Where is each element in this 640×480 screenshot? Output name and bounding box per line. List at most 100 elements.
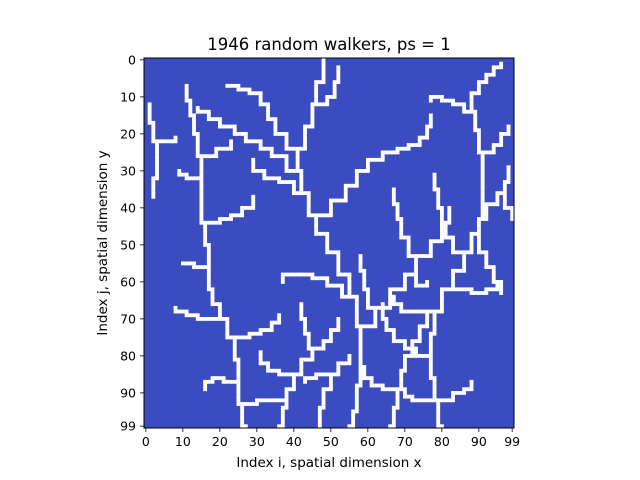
occupied-cell [354,320,359,325]
occupied-cell [388,387,393,392]
occupied-cell [284,405,289,410]
occupied-cell [258,139,263,144]
occupied-cell [203,220,208,225]
occupied-cell [203,379,208,384]
occupied-cell [469,231,474,236]
occupied-cell [480,165,485,170]
occupied-cell [391,294,396,299]
occupied-cell [314,372,319,377]
occupied-cell [391,287,396,292]
occupied-cell [417,309,422,314]
occupied-cell [499,283,504,288]
occupied-cell [414,257,418,262]
occupied-cell [366,302,370,307]
occupied-cell [451,394,455,399]
occupied-cell [218,309,222,314]
occupied-cell [373,383,378,388]
occupied-cell [484,206,489,210]
occupied-cell [155,161,159,166]
occupied-cell [255,139,259,144]
occupied-cell [203,231,208,236]
occupied-cell [336,80,341,85]
occupied-cell [310,113,315,118]
occupied-cell [303,379,307,384]
occupied-cell [321,102,326,107]
x-tick-label: 60 [360,434,376,449]
occupied-cell [428,342,433,347]
occupied-cell [440,287,444,292]
occupied-cell [436,424,441,429]
occupied-cell [321,61,326,66]
occupied-cell [195,143,200,147]
occupied-cell [317,416,322,421]
occupied-cell [181,309,185,314]
occupied-cell [229,146,233,151]
occupied-cell [440,220,444,225]
occupied-cell [243,402,248,406]
occupied-cell [314,224,319,229]
occupied-cell [406,254,411,258]
occupied-cell [477,83,481,88]
occupied-cell [314,83,319,88]
occupied-cell [469,250,474,255]
occupied-cell [443,98,448,103]
occupied-cell [399,372,404,377]
occupied-cell [277,180,282,184]
occupied-cell [225,328,230,332]
occupied-cell [447,206,452,210]
occupied-cell [395,402,400,406]
occupied-cell [280,132,285,136]
occupied-cell [266,328,270,332]
occupied-cell [384,317,389,321]
occupied-cell [251,169,256,173]
occupied-cell [269,368,274,373]
occupied-cell [391,198,396,203]
occupied-cell [243,424,248,429]
occupied-cell [358,361,363,366]
occupied-cell [347,424,352,429]
occupied-cell [391,187,396,192]
occupied-cell [484,202,489,207]
occupied-cell [484,261,489,266]
occupied-cell [303,135,307,140]
occupied-cell [206,154,211,159]
occupied-cell [310,376,315,381]
y-tick-label: 40 [120,200,136,215]
occupied-cell [236,402,241,406]
occupied-cell [269,398,274,403]
occupied-cell [454,268,459,273]
occupied-cell [473,117,478,122]
occupied-cell [306,206,311,210]
occupied-cell [155,154,159,159]
occupied-cell [388,291,393,295]
occupied-cell [295,165,300,170]
occupied-cell [451,246,455,251]
occupied-cell [432,331,437,336]
occupied-cell [310,109,315,114]
occupied-cell [440,309,444,314]
occupied-cell [477,132,481,136]
occupied-cell [251,331,256,336]
occupied-cell [366,294,370,299]
occupied-cell [491,72,496,77]
occupied-cell [329,198,333,203]
occupied-cell [188,261,193,266]
occupied-cell [354,298,359,303]
occupied-cell [277,424,282,429]
occupied-cell [369,324,374,329]
occupied-cell [469,243,474,247]
occupied-cell [403,391,407,395]
occupied-cell [406,346,411,351]
occupied-cell [329,283,333,288]
occupied-cell [366,169,370,173]
occupied-cell [447,220,452,225]
occupied-cell [366,324,370,329]
occupied-cell [432,180,437,184]
occupied-cell [210,294,215,299]
occupied-cell [462,102,467,107]
occupied-cell [151,120,156,125]
occupied-cell [440,291,444,295]
occupied-cell [362,280,367,284]
occupied-cell [177,309,182,314]
occupied-cell [225,317,230,321]
